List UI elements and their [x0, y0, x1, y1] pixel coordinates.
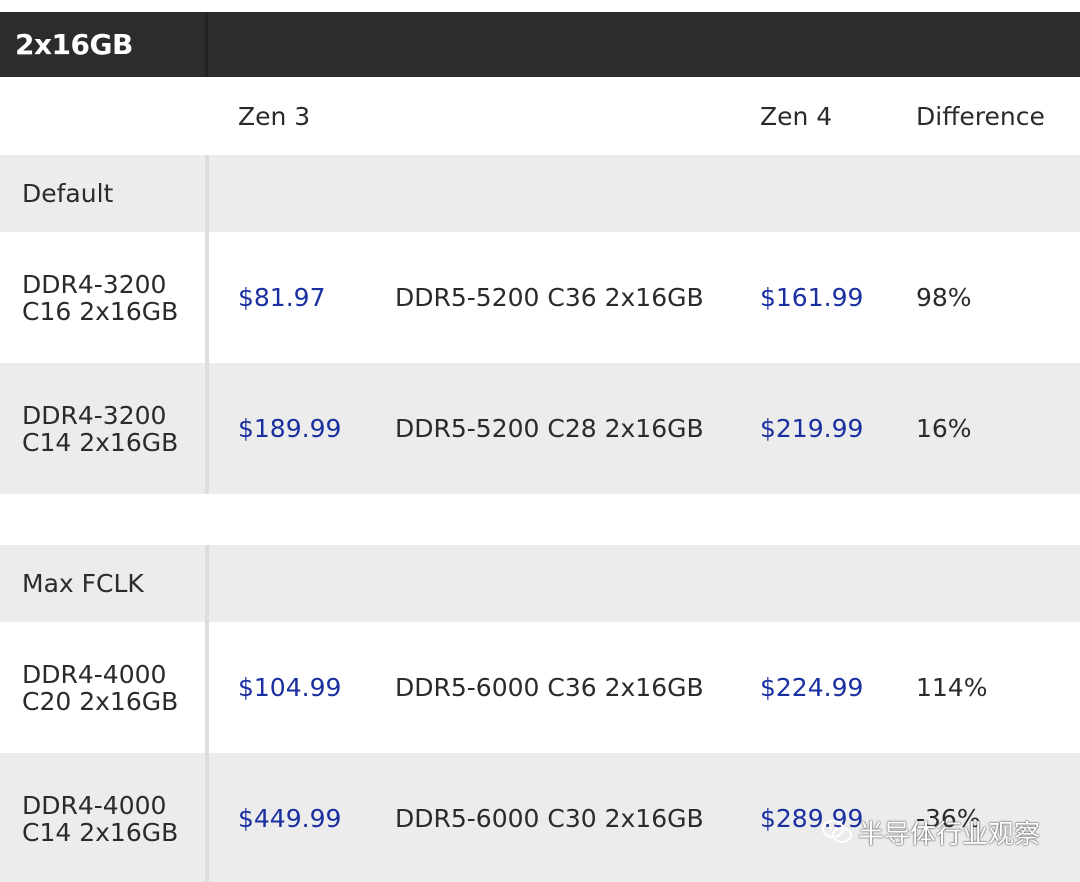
- row-divider: [205, 622, 209, 753]
- zen3-memory: DDR4-4000 C20 2x16GB: [22, 660, 179, 716]
- zen3-price: $81.97: [238, 283, 326, 312]
- zen3-price: $104.99: [238, 673, 342, 702]
- zen4-memory: DDR5-6000 C36 2x16GB: [395, 673, 704, 702]
- row-divider: [205, 363, 209, 494]
- row-divider: [205, 155, 209, 232]
- section-label: Max FCLK: [22, 569, 144, 598]
- table-row: DDR4-3200 C14 2x16GB $189.99 DDR5-5200 C…: [0, 363, 1080, 494]
- table-row: DDR4-4000 C14 2x16GB $449.99 DDR5-6000 C…: [0, 753, 1080, 882]
- wechat-logo-icon: [822, 819, 852, 845]
- zen3-price: $449.99: [238, 804, 342, 833]
- section-label: Default: [22, 179, 114, 208]
- section-row-max-fclk: Max FCLK: [0, 545, 1080, 622]
- zen3-memory: DDR4-4000 C14 2x16GB: [22, 791, 179, 847]
- table-header-bar: 2x16GB: [0, 12, 1080, 77]
- row-divider: [205, 545, 209, 622]
- table-row: DDR4-3200 C16 2x16GB $81.97 DDR5-5200 C3…: [0, 232, 1080, 363]
- difference-value: 114%: [916, 673, 988, 702]
- zen4-price: $219.99: [760, 414, 864, 443]
- zen4-memory: DDR5-5200 C36 2x16GB: [395, 283, 704, 312]
- zen3-memory: DDR4-3200 C16 2x16GB: [22, 270, 179, 326]
- column-header-zen3: Zen 3: [238, 102, 311, 131]
- row-divider: [205, 232, 209, 363]
- section-row-default: Default: [0, 155, 1080, 232]
- zen3-memory: DDR4-3200 C14 2x16GB: [22, 401, 179, 457]
- zen4-price: $224.99: [760, 673, 864, 702]
- header-divider: [205, 12, 208, 77]
- column-header-difference: Difference: [916, 102, 1045, 131]
- watermark: 半导体行业观察: [822, 812, 1040, 852]
- zen3-price: $189.99: [238, 414, 342, 443]
- zen4-memory: DDR5-6000 C30 2x16GB: [395, 804, 704, 833]
- column-header-zen4: Zen 4: [760, 102, 833, 131]
- difference-value: -36%: [916, 804, 981, 833]
- difference-value: 98%: [916, 283, 972, 312]
- watermark-text: 半导体行业观察: [858, 819, 1041, 850]
- column-header-row: Zen 3 Zen 4 Difference: [0, 77, 1080, 155]
- table-row: DDR4-4000 C20 2x16GB $104.99 DDR5-6000 C…: [0, 622, 1080, 753]
- zen4-memory: DDR5-5200 C28 2x16GB: [395, 414, 704, 443]
- zen4-price: $289.99: [760, 804, 864, 833]
- zen4-price: $161.99: [760, 283, 864, 312]
- difference-value: 16%: [916, 414, 972, 443]
- row-divider: [205, 753, 209, 882]
- table-title: 2x16GB: [15, 28, 133, 61]
